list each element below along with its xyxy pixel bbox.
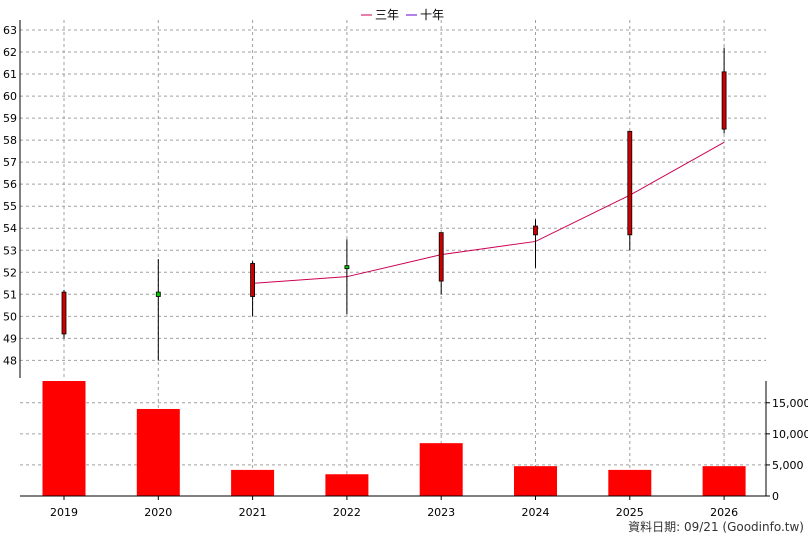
volume-y-axis: 0 5,000 10,000 15,000 [765, 381, 808, 503]
price-tick-label: 60 [3, 90, 17, 103]
price-tick-label: 54 [3, 222, 17, 235]
x-tick-label: 2020 [144, 506, 172, 519]
volume-bar-2026 [702, 466, 746, 496]
candle-body [438, 232, 444, 282]
price-tick-label: 48 [3, 354, 17, 367]
volume-bar-2022 [325, 474, 369, 496]
volume-bar-2024 [514, 466, 557, 496]
x-tick-label: 2024 [522, 506, 550, 519]
candle-2025 [627, 130, 633, 251]
price-tick-label: 52 [3, 266, 17, 279]
candles-layer [61, 47, 727, 361]
candle-2022 [344, 239, 350, 315]
volume-bar-2020 [136, 408, 180, 496]
volume-panel: 0 5,000 10,000 15,000 [20, 381, 808, 503]
candle-2024 [533, 219, 538, 268]
price-tick-label: 63 [3, 24, 17, 37]
price-tick-label: 49 [3, 332, 17, 345]
data-source-note: 資料日期: 09/21 (Goodinfo.tw) [628, 520, 804, 534]
volume-tick-label: 15,000 [772, 397, 808, 410]
volume-tick-label: 5,000 [772, 459, 804, 472]
x-tick-label: 2019 [50, 506, 78, 519]
price-tick-label: 62 [3, 46, 17, 59]
price-tick-label: 50 [3, 310, 17, 323]
volume-bar-2023 [419, 443, 463, 496]
x-tick-label: 2021 [239, 506, 267, 519]
volume-bar-2019 [42, 381, 86, 496]
candle-2026 [721, 47, 727, 134]
price-tick-label: 61 [3, 68, 17, 81]
legend-label-10yr: 十年 [420, 8, 444, 22]
candle-body [344, 265, 350, 270]
candle-body [533, 225, 538, 236]
volume-tick-label: 10,000 [772, 428, 808, 441]
x-axis: 2019 2020 2021 2022 2023 2024 2025 2026 [20, 495, 766, 519]
candle-body [61, 291, 67, 335]
volume-gridlines [20, 381, 766, 496]
legend-label-3yr: 三年 [375, 8, 399, 22]
x-tick-label: 2023 [427, 506, 455, 519]
candle-body [721, 71, 727, 130]
price-y-axis: 48 49 50 51 52 53 54 55 56 57 58 59 60 61 62 63 [3, 20, 21, 378]
x-tick-label: 2022 [333, 506, 361, 519]
candle-2023 [438, 232, 444, 295]
price-panel: 48 49 50 51 52 53 54 55 56 57 58 59 60 61 62 63 [3, 20, 766, 378]
volume-tick-label: 0 [772, 490, 779, 503]
candle-body [250, 263, 256, 297]
price-tick-label: 57 [3, 156, 17, 169]
x-tick-label: 2025 [616, 506, 644, 519]
candle-body [155, 291, 161, 297]
price-tick-label: 58 [3, 134, 17, 147]
price-tick-label: 56 [3, 178, 17, 191]
price-tick-label: 51 [3, 288, 17, 301]
three-year-line-layer [252, 141, 725, 284]
price-tick-label: 55 [3, 200, 17, 213]
price-gridlines [20, 20, 766, 378]
x-tick-label: 2026 [710, 506, 738, 519]
volume-bar-2025 [608, 469, 652, 496]
volume-bars-layer [42, 381, 746, 496]
candle-2020 [155, 259, 161, 361]
candle-2019 [61, 289, 67, 339]
candle-2021 [250, 261, 256, 317]
price-tick-label: 59 [3, 112, 17, 125]
three-year-line [252, 141, 725, 284]
volume-bar-2021 [231, 469, 275, 496]
candle-body [627, 130, 633, 236]
legend: 三年 十年 [361, 8, 444, 22]
price-tick-label: 53 [3, 244, 17, 257]
